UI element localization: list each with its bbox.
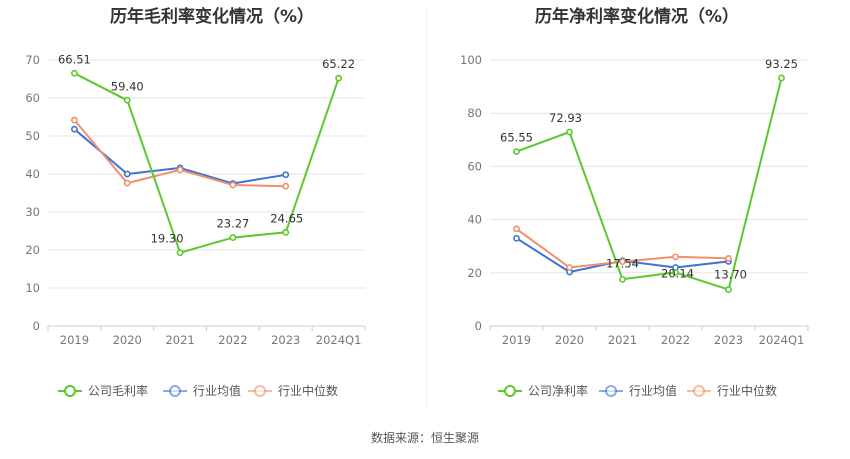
data-point	[566, 264, 573, 271]
data-point	[335, 74, 342, 82]
legend-marker	[254, 385, 266, 397]
gross-margin-chart: 历年毛利率变化情况（%） 0 10 20 30 40 50 60 70 2019 2020 2021 2…	[25, 6, 366, 398]
chart-title: 历年毛利率变化情况（%）	[110, 6, 314, 27]
x-tick-label: 2019	[502, 333, 531, 347]
y-tick-label: 60	[467, 159, 482, 173]
data-label: 72.93	[549, 111, 582, 125]
legend-label: 行业中位数	[278, 383, 338, 398]
x-tick-label: 2020	[555, 333, 584, 347]
data-label: 19.30	[151, 232, 184, 246]
y-tick-label: 80	[467, 106, 482, 120]
data-label: 65.22	[322, 57, 355, 71]
data-label: 93.25	[765, 57, 798, 71]
y-tick-label: 60	[25, 91, 40, 105]
data-point	[229, 234, 237, 241]
y-tick-label: 10	[25, 281, 40, 295]
data-point	[619, 258, 626, 266]
data-point	[566, 128, 573, 136]
legend-marker	[693, 385, 705, 397]
data-point	[71, 69, 78, 77]
data-label: 20.14	[661, 266, 694, 280]
data-label: 66.51	[58, 52, 91, 66]
legend-label: 行业均值	[193, 383, 241, 398]
y-tick-label: 40	[467, 213, 482, 227]
y-tick-label: 20	[25, 243, 40, 257]
net-margin-chart: 历年净利率变化情况（%） 0 20 40 60 80 100 2019 2020 2021 2022…	[460, 6, 809, 398]
data-point	[725, 286, 732, 293]
x-tick-label: 2022	[218, 333, 247, 347]
x-tick-label: 2021	[165, 333, 194, 347]
x-tick-label: 2023	[714, 333, 743, 347]
data-point	[176, 249, 184, 257]
legend-label: 行业中位数	[717, 383, 777, 398]
data-point	[176, 166, 184, 174]
y-tick-label: 50	[25, 129, 40, 143]
data-label: 13.70	[714, 268, 747, 282]
series-line	[73, 119, 286, 188]
data-label: 65.55	[500, 131, 533, 145]
y-tick-label: 30	[25, 205, 40, 219]
y-tick-label: 70	[25, 53, 40, 67]
x-tick-label: 2024Q1	[759, 333, 805, 347]
x-tick-label: 2020	[113, 333, 142, 347]
x-tick-label: 2024Q1	[316, 333, 362, 347]
data-point	[619, 275, 626, 283]
data-point	[513, 148, 520, 156]
data-point	[71, 116, 78, 124]
data-source: 数据来源：恒生聚源	[371, 430, 479, 445]
series-line	[516, 77, 783, 291]
data-point	[123, 179, 131, 187]
y-tick-label: 0	[475, 319, 482, 333]
data-label: 23.27	[216, 217, 249, 231]
legend-label: 公司毛利率	[88, 383, 148, 398]
legend-marker	[605, 385, 617, 397]
chart-title: 历年净利率变化情况（%）	[535, 6, 739, 27]
data-point	[725, 255, 732, 262]
data-label: 17.54	[606, 256, 639, 270]
legend-marker	[504, 385, 516, 397]
x-tick-label: 2021	[608, 333, 637, 347]
data-label: 59.40	[111, 79, 144, 93]
y-tick-label: 40	[25, 167, 40, 181]
legend-marker	[64, 385, 76, 397]
y-tick-label: 20	[467, 266, 482, 280]
data-point	[672, 269, 679, 276]
data-point	[123, 170, 131, 178]
data-point	[71, 125, 78, 133]
data-point	[513, 225, 520, 233]
data-point	[672, 253, 679, 261]
data-point	[282, 171, 290, 179]
data-point	[778, 74, 785, 82]
y-tick-label: 0	[33, 319, 40, 333]
legend-marker	[169, 385, 181, 397]
series-line	[73, 72, 340, 254]
data-point	[123, 96, 131, 104]
legend-label: 行业均值	[629, 383, 677, 398]
data-label: 24.65	[270, 211, 303, 225]
data-point	[229, 181, 237, 189]
x-tick-label: 2023	[271, 333, 300, 347]
data-point	[282, 182, 290, 190]
x-tick-label: 2019	[60, 333, 89, 347]
x-tick-label: 2022	[661, 333, 690, 347]
legend-label: 公司净利率	[528, 383, 588, 398]
y-tick-label: 100	[460, 53, 482, 67]
data-point	[282, 228, 290, 236]
data-point	[513, 234, 520, 242]
